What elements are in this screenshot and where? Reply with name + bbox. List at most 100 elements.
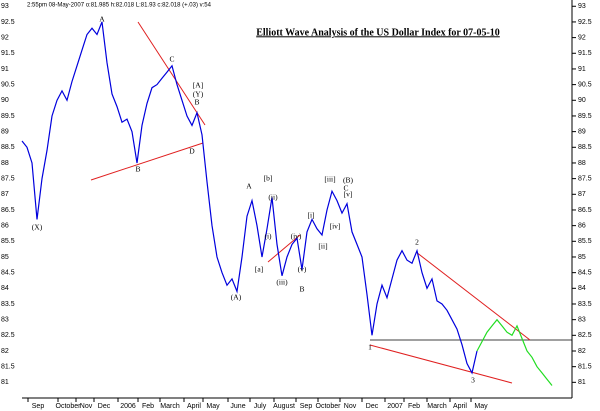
y-tick-label: 92 xyxy=(578,34,586,41)
x-tick-label: June xyxy=(230,403,245,410)
wave-label: (ii) xyxy=(268,193,278,202)
y-tick-label: 92.5 xyxy=(1,19,15,26)
y-tick-label: 90.5 xyxy=(578,81,592,88)
y-tick-label: 90 xyxy=(1,97,9,104)
y-tick-label: 89.5 xyxy=(1,113,15,120)
y-tick-label: 83.5 xyxy=(1,301,15,308)
trend-line xyxy=(90,142,204,181)
y-tick-label: 89 xyxy=(578,128,586,135)
price-line xyxy=(21,21,478,375)
y-tick-label: 87.5 xyxy=(578,175,592,182)
y-tick-label: 81 xyxy=(578,379,586,386)
y-tick-label: 84.5 xyxy=(578,269,592,276)
wave-label: C xyxy=(169,55,174,64)
x-tick-label: Sep xyxy=(300,403,313,410)
y-tick-label: 84 xyxy=(1,285,9,292)
chart-title: Elliott Wave Analysis of the US Dollar I… xyxy=(256,27,500,38)
y-tick-label: 93 xyxy=(578,3,586,10)
y-tick-label: 81.5 xyxy=(578,364,592,371)
wave-label: [i] xyxy=(307,211,314,220)
y-tick-label: 88 xyxy=(578,160,586,167)
y-tick-label: 88.5 xyxy=(578,144,592,151)
x-tick-label: 2006 xyxy=(120,403,136,410)
x-tick-label: Nov xyxy=(80,403,93,410)
y-tick-label: 90.5 xyxy=(1,81,15,88)
wave-label: (X) xyxy=(32,223,43,232)
y-tick-label: 82 xyxy=(1,348,9,355)
wave-label: A xyxy=(99,15,105,24)
wave-label: (B) xyxy=(343,176,354,185)
header-info: 2:55pm 08-May-2007 o:81.985 h:82.018 L:8… xyxy=(27,3,212,9)
y-tick-label: 85 xyxy=(578,254,586,261)
x-tick-label: April xyxy=(187,403,201,410)
x-tick-label: May xyxy=(206,403,220,410)
y-tick-label: 85.5 xyxy=(578,238,592,245)
wave-label: A xyxy=(246,182,252,191)
x-tick-label: October xyxy=(56,403,82,410)
x-tick-label: Nov xyxy=(344,403,357,410)
wave-label: (iv) xyxy=(291,232,302,241)
wave-label: [ii] xyxy=(318,242,327,251)
y-tick-label: 87 xyxy=(578,191,586,198)
y-tick-label: 90 xyxy=(578,97,586,104)
y-tick-label: 91.5 xyxy=(1,50,15,57)
y-tick-label: 81.5 xyxy=(1,364,15,371)
wave-label: [iv] xyxy=(330,222,341,231)
y-tick-label: 86 xyxy=(1,222,9,229)
x-tick-label: July xyxy=(254,403,267,410)
x-tick-label: April xyxy=(453,403,467,410)
y-tick-label: 83 xyxy=(1,316,9,323)
x-tick-label: March xyxy=(427,403,447,410)
trend-line xyxy=(369,344,513,384)
x-tick-label: August xyxy=(273,403,295,410)
wave-label: (i) xyxy=(264,232,272,241)
x-tick-label: Sep xyxy=(32,403,45,410)
wave-label: 3 xyxy=(471,376,475,385)
wave-label: B xyxy=(299,285,304,294)
wave-label: B xyxy=(135,165,140,174)
x-tick-label: Feb xyxy=(142,403,154,410)
wave-label: [a] xyxy=(255,265,263,274)
y-tick-label: 83 xyxy=(578,316,586,323)
y-tick-label: 89.5 xyxy=(578,113,592,120)
y-tick-label: 82.5 xyxy=(578,332,592,339)
wave-label: [b] xyxy=(264,174,273,183)
y-tick-label: 93 xyxy=(1,3,9,10)
x-tick-label: May xyxy=(474,403,488,410)
y-tick-label: 81 xyxy=(1,379,9,386)
y-tick-label: 82 xyxy=(578,348,586,355)
y-tick-label: 92 xyxy=(1,34,9,41)
x-tick-label: 2007 xyxy=(387,403,403,410)
x-tick-label: Dec xyxy=(366,403,379,410)
y-tick-label: 92.5 xyxy=(578,19,592,26)
x-tick-label: Feb xyxy=(408,403,420,410)
y-tick-label: 84.5 xyxy=(1,269,15,276)
y-tick-label: 91 xyxy=(578,66,586,73)
wave-label: 2 xyxy=(415,238,419,247)
wave-label: (iii) xyxy=(276,278,288,287)
y-tick-label: 86.5 xyxy=(1,207,15,214)
wave-label: (A) xyxy=(231,293,242,302)
y-tick-label: 82.5 xyxy=(1,332,15,339)
y-tick-label: 83.5 xyxy=(578,301,592,308)
wave-label: [A] xyxy=(193,81,203,90)
y-tick-label: 87.5 xyxy=(1,175,15,182)
wave-label: C xyxy=(343,184,348,193)
wave-label: 1 xyxy=(368,343,372,352)
wave-label: (v) xyxy=(298,265,307,274)
y-tick-label: 91 xyxy=(1,66,9,73)
trend-line xyxy=(415,251,531,341)
y-tick-label: 84 xyxy=(578,285,586,292)
x-tick-label: Dec xyxy=(98,403,111,410)
wave-label: D xyxy=(189,147,195,156)
y-tick-label: 87 xyxy=(1,191,9,198)
price-line xyxy=(476,318,553,386)
y-tick-label: 88 xyxy=(1,160,9,167)
y-tick-label: 86.5 xyxy=(578,207,592,214)
y-tick-label: 85.5 xyxy=(1,238,15,245)
y-tick-label: 85 xyxy=(1,254,9,261)
x-tick-label: October xyxy=(316,403,342,410)
wave-label: [iii] xyxy=(324,175,335,184)
